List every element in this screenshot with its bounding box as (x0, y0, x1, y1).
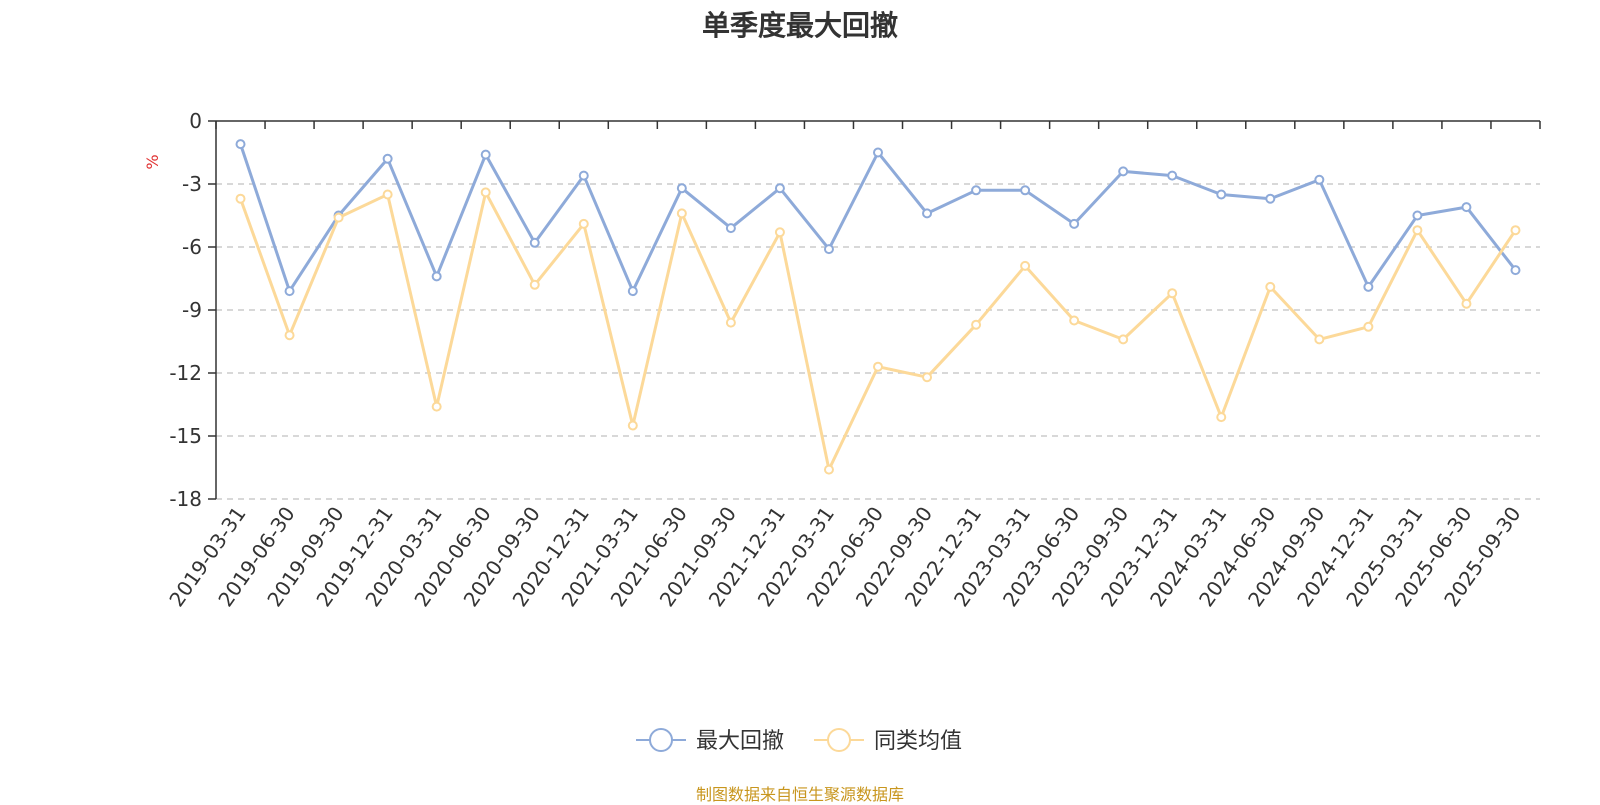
data-point (873, 147, 883, 158)
data-point (1363, 281, 1374, 292)
data-point (774, 183, 785, 194)
data-point (1069, 315, 1080, 326)
y-tick-label: -18 (169, 487, 202, 511)
data-point (725, 317, 736, 328)
data-point (382, 189, 393, 200)
legend-marker (649, 728, 673, 752)
data-point (284, 330, 295, 341)
data-point (627, 286, 638, 297)
data-point (1167, 288, 1178, 299)
series-line (239, 143, 1517, 293)
data-point (382, 153, 393, 164)
data-point (480, 149, 491, 160)
series-lines (235, 139, 1521, 475)
data-point (578, 170, 589, 181)
data-point (1461, 298, 1472, 309)
data-point (1167, 170, 1178, 181)
data-point (431, 271, 442, 282)
y-tick-label: -3 (182, 172, 202, 196)
data-point (725, 223, 736, 234)
data-point (1314, 334, 1325, 345)
data-point (676, 183, 687, 194)
data-point (333, 212, 344, 223)
data-point (1020, 185, 1031, 196)
grid-lines (216, 183, 1540, 500)
y-tick-label: -9 (182, 298, 202, 322)
data-point (1510, 265, 1521, 276)
legend-marker (827, 728, 851, 752)
data-point (1069, 218, 1080, 229)
data-point (480, 187, 491, 198)
data-point (1314, 174, 1325, 185)
data-point (529, 279, 540, 290)
data-point (676, 208, 687, 219)
data-point (1265, 193, 1276, 204)
data-point (922, 372, 933, 383)
data-point (823, 464, 834, 475)
data-point (529, 237, 540, 248)
y-tick-label: 0 (189, 109, 202, 133)
y-tick-labels: 0 -3 -6 -9 -12 -15 -18 (169, 109, 202, 511)
data-point (1363, 321, 1374, 332)
data-point (578, 218, 589, 229)
data-point (235, 193, 246, 204)
data-point (431, 401, 442, 412)
series-line (239, 190, 1517, 472)
y-tick-label: -12 (169, 361, 202, 385)
data-point (971, 319, 982, 330)
data-point (823, 244, 834, 255)
y-tick-label: -6 (182, 235, 202, 259)
data-point (235, 139, 246, 150)
data-point (873, 361, 883, 372)
data-point (1118, 334, 1129, 345)
axes (208, 120, 1541, 500)
data-point (774, 227, 785, 238)
legend[interactable]: 最大回撤 同类均值 (636, 728, 962, 754)
data-point (1412, 225, 1423, 236)
legend-label: 同类均值 (874, 729, 962, 754)
data-point (1020, 260, 1031, 271)
data-point (971, 185, 982, 196)
legend-label: 最大回撤 (696, 729, 784, 754)
x-tick-labels: 2019-03-312019-06-302019-09-302019-12-31… (164, 502, 1525, 611)
data-point (284, 286, 295, 297)
data-point (1510, 225, 1521, 236)
source-note: 制图数据来自恒生聚源数据库 (695, 785, 904, 804)
data-point (1216, 412, 1227, 423)
data-point (1216, 189, 1227, 200)
data-point (1118, 166, 1129, 177)
data-point (627, 420, 638, 431)
y-axis-label: % (143, 154, 162, 169)
y-tick-label: -15 (169, 424, 202, 448)
data-point (1412, 210, 1423, 221)
data-point (1461, 202, 1472, 213)
data-point (1265, 281, 1276, 292)
data-point (922, 208, 933, 219)
chart-title: 单季度最大回撤 (701, 9, 898, 42)
